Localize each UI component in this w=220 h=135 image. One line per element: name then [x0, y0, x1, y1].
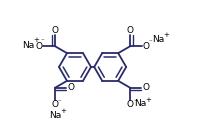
Text: O: O — [127, 100, 134, 109]
Text: ⁻: ⁻ — [134, 99, 137, 105]
Text: Na: Na — [49, 111, 61, 120]
Text: O: O — [67, 83, 74, 92]
Text: ⁻: ⁻ — [58, 99, 62, 105]
Text: O: O — [51, 100, 58, 109]
Text: O: O — [127, 26, 134, 35]
Text: +: + — [163, 32, 169, 38]
Text: O: O — [143, 83, 150, 92]
Text: +: + — [60, 108, 66, 114]
Text: O: O — [143, 42, 150, 51]
Text: +: + — [145, 97, 151, 103]
Text: O: O — [35, 42, 42, 51]
Text: Na: Na — [152, 35, 164, 44]
Text: O: O — [51, 26, 58, 35]
Text: ⁻: ⁻ — [41, 38, 45, 44]
Text: +: + — [33, 37, 39, 43]
Text: ⁻: ⁻ — [148, 39, 152, 45]
Text: Na: Na — [134, 99, 147, 108]
Text: Na: Na — [22, 41, 34, 50]
